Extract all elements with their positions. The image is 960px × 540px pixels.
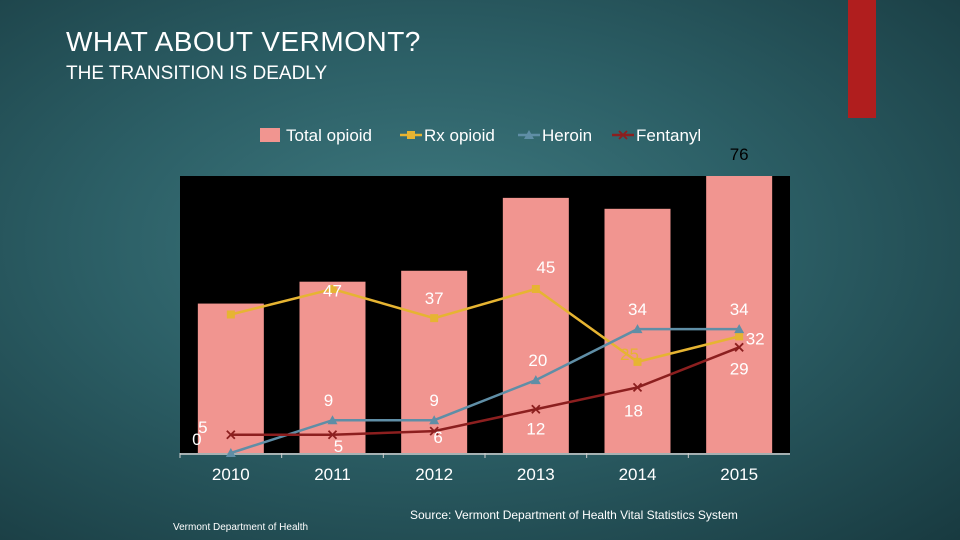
legend-fentanyl-label: Fentanyl <box>636 126 701 145</box>
heroin-point-2012 <box>429 415 440 425</box>
fentanyl-point-2012 <box>429 426 439 436</box>
slide-subtitle: THE TRANSITION IS DEADLY <box>66 63 328 84</box>
legend-heroin-label: Heroin <box>542 126 592 145</box>
fentanyl-point-2010 <box>226 430 236 440</box>
legend-rx-opioid-label: Rx opioid <box>424 126 495 145</box>
fentanyl-point-2015 <box>734 342 744 352</box>
legend-rx-opioid-swatch-marker <box>407 131 415 139</box>
rx-opioid-point-2014 <box>633 357 642 366</box>
heroin-label-2013: 20 <box>528 351 547 370</box>
total-opioid-label-2015: 76 <box>730 145 749 164</box>
rx-opioid-point-2012 <box>430 314 439 323</box>
fentanyl-line <box>230 346 740 437</box>
slide-title: WHAT ABOUT VERMONT? <box>66 26 421 57</box>
heroin-point-2011 <box>327 415 338 425</box>
x-tick-label-2014: 2014 <box>619 465 657 484</box>
total-opioid-label-2011: 47 <box>323 282 342 301</box>
fentanyl-label-2013: 12 <box>526 419 545 438</box>
heroin-label-2015: 34 <box>730 300 749 319</box>
bar-total-opioid-2011 <box>299 281 366 453</box>
rx-opioid-line <box>230 287 740 364</box>
x-tick-label-2010: 2010 <box>212 465 250 484</box>
bar-total-opioid-2015 <box>706 176 773 453</box>
rx-opioid-point-2013 <box>531 284 540 293</box>
fentanyl-label-2010: 5 <box>198 418 207 437</box>
fentanyl-point-2011 <box>327 430 338 440</box>
fentanyl-label-2011: 5 <box>334 437 343 456</box>
legend-total-opioid-label: Total opioid <box>286 126 372 145</box>
legend-fentanyl-swatch-marker <box>618 130 628 140</box>
rx-opioid-label-2014: 25 <box>620 345 639 364</box>
footer-org: Vermont Department of Health <box>173 522 309 533</box>
rx-opioid-label-2012: 37 <box>425 289 444 308</box>
plot-area <box>180 176 790 453</box>
bar-total-opioid-2010 <box>197 303 264 453</box>
x-tick-label-2012: 2012 <box>415 465 453 484</box>
heroin-label-2012: 9 <box>429 391 438 410</box>
heroin-point-2013 <box>530 375 541 385</box>
legend-total-opioid-swatch <box>260 128 280 142</box>
fentanyl-point-2014 <box>632 382 643 393</box>
heroin-label-2014: 34 <box>628 300 647 319</box>
rx-opioid-label-2015: 32 <box>746 329 765 348</box>
rx-opioid-point-2015 <box>735 332 744 341</box>
heroin-point-2015 <box>734 324 745 334</box>
heroin-point-2014 <box>632 324 643 334</box>
heroin-line <box>230 327 740 455</box>
footer-source: Source: Vermont Department of Health Vit… <box>410 508 738 522</box>
fentanyl-point-2013 <box>531 404 541 414</box>
heroin-zero-label: 0 <box>192 430 201 449</box>
rx-opioid-label-2013: 45 <box>536 258 555 277</box>
rx-opioid-point-2010 <box>226 310 235 319</box>
x-tick-label-2011: 2011 <box>314 465 351 484</box>
heroin-label-2011: 9 <box>324 391 333 410</box>
x-tick-label-2013: 2013 <box>517 465 555 484</box>
fentanyl-label-2014: 18 <box>624 401 643 420</box>
rx-opioid-point-2011 <box>328 284 337 293</box>
fentanyl-label-2015: 29 <box>730 359 749 378</box>
legend-heroin-swatch-marker <box>524 130 534 139</box>
heroin-point-2010 <box>225 448 236 457</box>
fentanyl-label-2012: 6 <box>433 428 442 447</box>
accent-bar <box>848 0 876 118</box>
x-tick-label-2015: 2015 <box>720 465 758 484</box>
